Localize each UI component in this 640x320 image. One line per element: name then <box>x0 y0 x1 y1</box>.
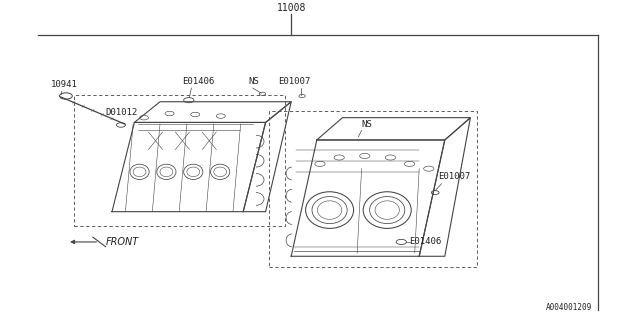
Text: D01012: D01012 <box>106 108 138 117</box>
Text: 11008: 11008 <box>276 3 306 12</box>
Text: E01007: E01007 <box>438 172 470 181</box>
Text: A004001209: A004001209 <box>546 303 592 312</box>
Text: NS: NS <box>362 120 372 129</box>
Text: E01406: E01406 <box>182 77 214 86</box>
Text: NS: NS <box>248 77 259 86</box>
Text: FRONT: FRONT <box>106 237 139 247</box>
Text: 10941: 10941 <box>51 80 78 89</box>
Text: E01406: E01406 <box>410 237 442 246</box>
Text: E01007: E01007 <box>278 77 310 86</box>
